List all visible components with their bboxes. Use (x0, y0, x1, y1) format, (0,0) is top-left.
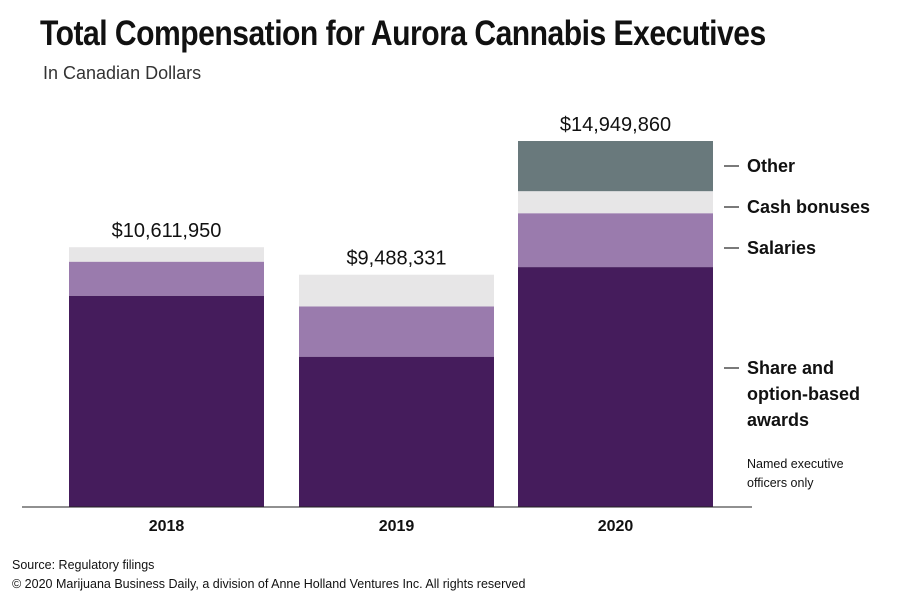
x-tick-label-2019: 2019 (379, 518, 415, 535)
legend-label-other: Other (747, 156, 795, 176)
legend-label-share-and-option-based-awards: Share and option-based awards (747, 358, 860, 430)
bar-segment-2019-salaries (299, 306, 494, 357)
bar-segment-2018-salaries (69, 261, 264, 296)
chart-subtitle: In Canadian Dollars (43, 63, 202, 83)
x-tick-label-2020: 2020 (598, 518, 634, 535)
bar-segment-2020-share-and-option-based-awards (518, 267, 713, 507)
total-label-2020: $14,949,860 (560, 114, 671, 136)
total-label-2019: $9,488,331 (346, 248, 446, 270)
bar-segment-2020-cash-bonuses (518, 191, 713, 214)
chart-title: Total Compensation for Aurora Cannabis E… (40, 14, 766, 53)
total-label-2018: $10,611,950 (112, 220, 222, 242)
bar-segment-2019-share-and-option-based-awards (299, 356, 494, 507)
legend-label-salaries: Salaries (747, 238, 816, 258)
copyright-note: © 2020 Marijuana Business Daily, a divis… (12, 577, 526, 591)
chart-note: Named executive officers only (747, 457, 844, 490)
bar-segment-2020-salaries (518, 213, 713, 268)
legend-label-cash-bonuses: Cash bonuses (747, 197, 870, 217)
bar-segment-2018-share-and-option-based-awards (69, 295, 264, 507)
bar-segment-2019-cash-bonuses (299, 274, 494, 307)
bar-segment-2018-cash-bonuses (69, 247, 264, 262)
x-tick-label-2018: 2018 (149, 518, 185, 535)
bar-segment-2020-other (518, 141, 713, 192)
source-note: Source: Regulatory filings (12, 558, 155, 572)
